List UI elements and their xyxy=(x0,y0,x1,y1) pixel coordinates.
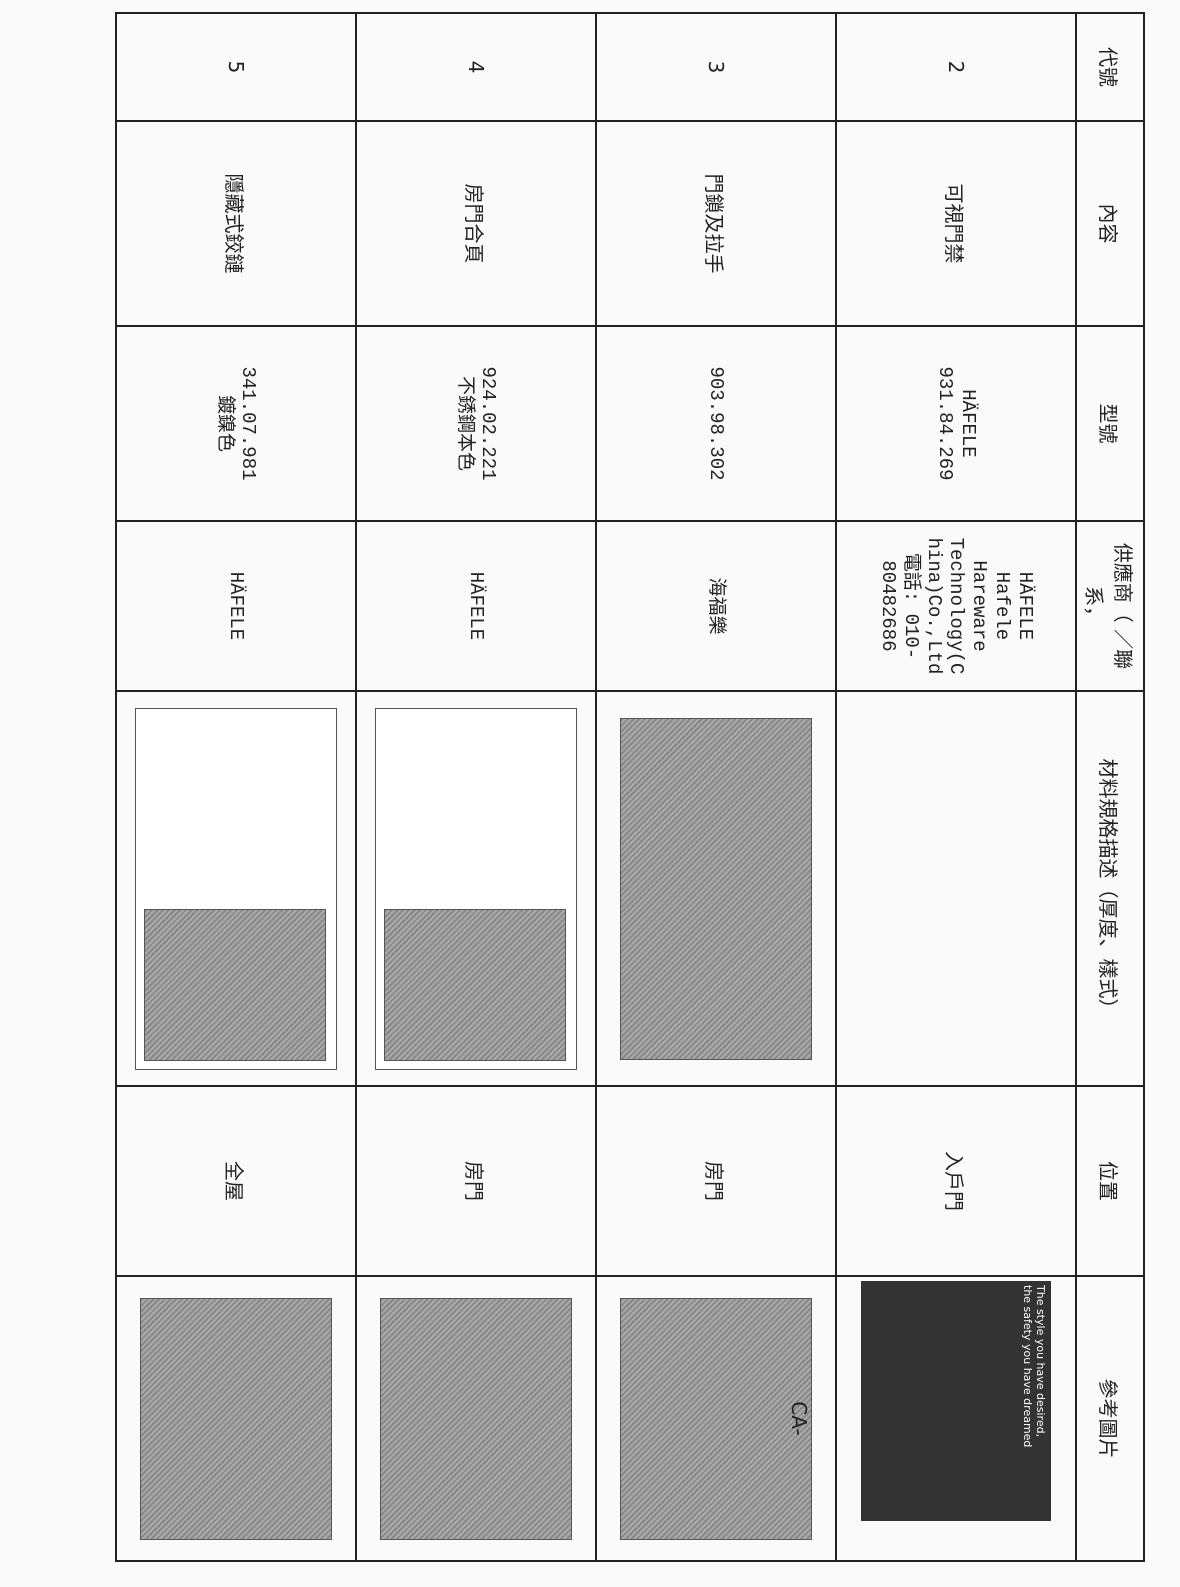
text-line: The style you have desired, xyxy=(1034,1285,1047,1438)
text-line: 903.98.302 xyxy=(705,366,728,481)
material-cell xyxy=(836,691,1076,1086)
text-line: HÄFELE xyxy=(225,571,248,641)
model-cell: 341.07.981 鍍鎳色 xyxy=(116,326,356,521)
supplier-cell: HÄFELE xyxy=(116,521,356,691)
supplier-cell: HÄFELE xyxy=(356,521,596,691)
image-caption: CA- xyxy=(787,1299,811,1539)
table-row: 2 可視門禁 HÄFELE 931.84.269 HÄFELE Hafele Harewar… xyxy=(836,13,1076,1561)
image-cell xyxy=(116,1276,356,1561)
text-line: HÄFELE xyxy=(956,389,979,458)
code-cell: 4 xyxy=(356,13,596,121)
image-cell: CA- xyxy=(596,1276,836,1561)
reference-image: The style you have desired, the safety yo… xyxy=(861,1281,1051,1521)
text-line: CA- xyxy=(787,1401,811,1436)
model-cell: 924.02.221 不銹鋼本色 xyxy=(356,326,596,521)
image-cell: The style you have desired, the safety yo… xyxy=(836,1276,1076,1561)
location-cell: 入戶門 xyxy=(836,1086,1076,1276)
text-line: the safety you have dreamed xyxy=(1021,1285,1034,1448)
location-cell: 全屋 xyxy=(116,1086,356,1276)
text-line: Technology(C xyxy=(945,537,968,675)
text-line: 海福樂 xyxy=(705,577,728,635)
model-cell: 903.98.302 xyxy=(596,326,836,521)
text-line: HÄFELE xyxy=(1013,571,1036,641)
spec-sheet xyxy=(144,908,326,1061)
text-line: 電話: 010- xyxy=(899,552,922,660)
text-line: 924.02.221 xyxy=(476,366,499,481)
location-cell: 房門 xyxy=(596,1086,836,1276)
reference-image xyxy=(380,1297,572,1540)
header-cell: 代號 xyxy=(1076,13,1144,121)
header-cell: 內容 xyxy=(1076,121,1144,326)
header-cell: 參考圖片 xyxy=(1076,1276,1144,1561)
material-drawing xyxy=(135,707,337,1070)
code-cell: 5 xyxy=(116,13,356,121)
code-cell: 3 xyxy=(596,13,836,121)
header-cell: 材料規格描述（厚度、樣式） xyxy=(1076,691,1144,1086)
table-row: 3 門鎖及拉手 903.98.302 海福樂房門 CA- xyxy=(596,13,836,1561)
text-line: hina)Co.,Ltd xyxy=(922,537,945,675)
table-row: 5 隱藏式鉸鏈 341.07.981 鍍鎳色 HÄFELE 全屋 xyxy=(116,13,356,1561)
content-cell: 房門合頁 xyxy=(356,121,596,326)
text-line: 鍍鎳色 xyxy=(214,394,236,452)
image-cell xyxy=(356,1276,596,1561)
table-row: 4 房門合頁 924.02.221 不銹鋼本色 HÄFELE 房門 xyxy=(356,13,596,1561)
spec-table: 代號 內容 型號 供應商（ ／聯系， 材料規格描述（厚度、樣式） 位置 參考圖片 2 可視門禁 H… xyxy=(115,12,1145,1562)
image-caption: The style you have desired, the safety yo… xyxy=(1021,1285,1047,1517)
text-line: Hafele xyxy=(991,571,1013,641)
material-cell xyxy=(356,691,596,1086)
text-line: 80482686 xyxy=(877,560,900,652)
material-cell xyxy=(596,691,836,1086)
material-cell xyxy=(116,691,356,1086)
spec-sheet xyxy=(384,908,566,1061)
reference-image xyxy=(140,1297,332,1540)
header-cell: 供應商（ ／聯系， xyxy=(1076,521,1144,691)
text-line: 不銹鋼本色 xyxy=(454,375,476,471)
header-cell: 位置 xyxy=(1076,1086,1144,1276)
location-cell: 房門 xyxy=(356,1086,596,1276)
content-cell: 可視門禁 xyxy=(836,121,1076,326)
supplier-cell: 海福樂 xyxy=(596,521,836,691)
header-row: 代號 內容 型號 供應商（ ／聯系， 材料規格描述（厚度、樣式） 位置 參考圖片 xyxy=(1076,13,1144,1561)
text-line: HÄFELE xyxy=(465,571,488,641)
material-drawing xyxy=(375,707,577,1070)
model-cell: HÄFELE 931.84.269 xyxy=(836,326,1076,521)
supplier-cell: HÄFELE Hafele Hareware Technology(C hina)Co.… xyxy=(836,521,1076,691)
content-cell: 門鎖及拉手 xyxy=(596,121,836,326)
text-line: 931.84.269 xyxy=(934,366,956,481)
code-cell: 2 xyxy=(836,13,1076,121)
reference-image: CA- xyxy=(620,1297,812,1540)
header-cell: 型號 xyxy=(1076,326,1144,521)
content-cell: 隱藏式鉸鏈 xyxy=(116,121,356,326)
text-line: 341.07.981 xyxy=(236,366,259,481)
material-image xyxy=(620,717,812,1060)
text-line: Hareware xyxy=(968,560,991,652)
